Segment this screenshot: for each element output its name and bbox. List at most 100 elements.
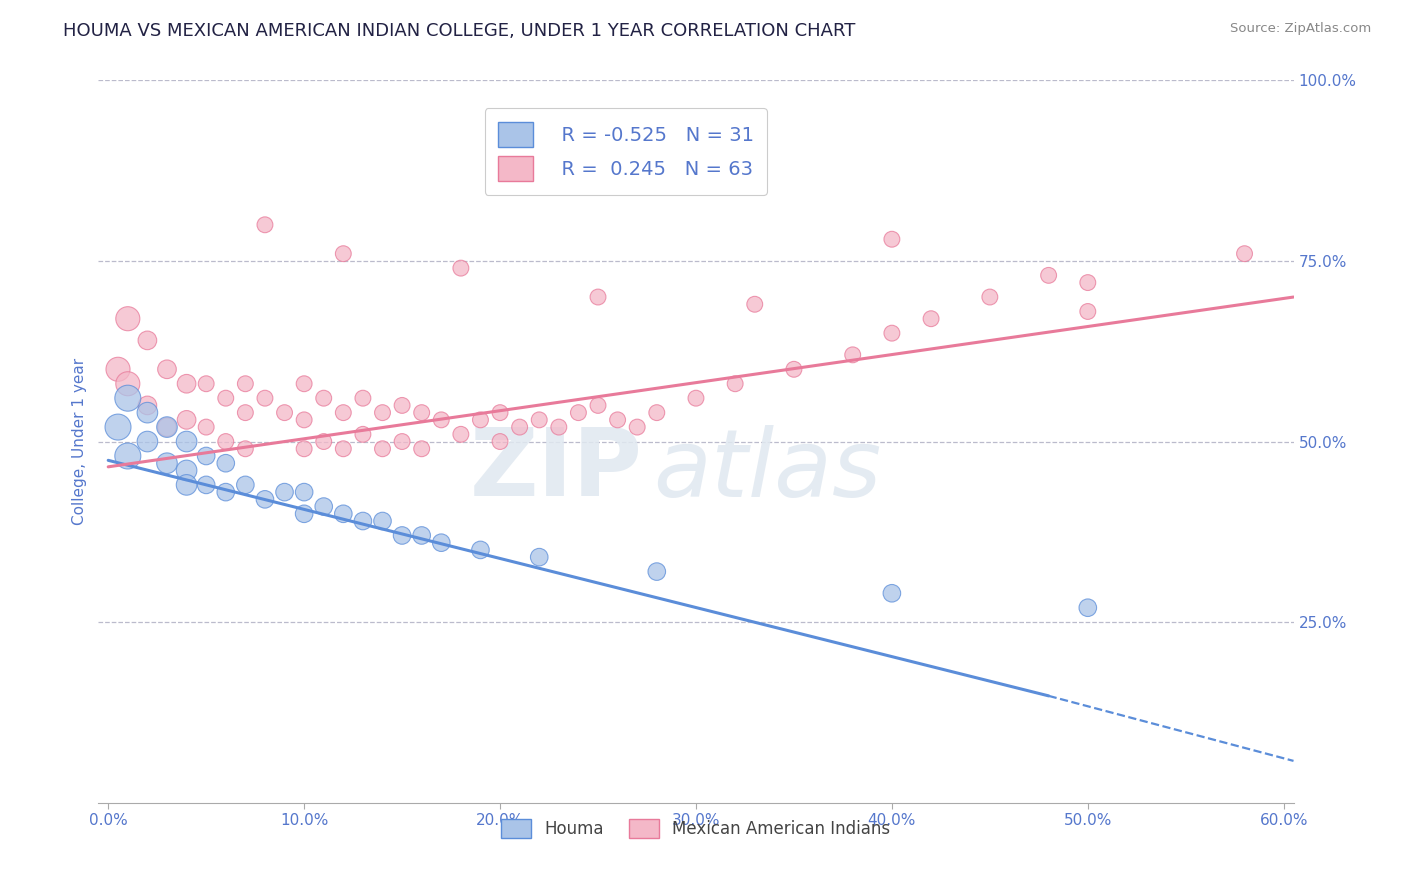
Point (352, 391, 374, 405)
Point (195, 478, 218, 492)
Point (235, 442, 257, 456)
Point (273, 485, 295, 500)
Point (215, 391, 238, 405)
Point (645, 565, 668, 579)
Point (235, 406, 257, 420)
Point (586, 290, 609, 304)
Point (117, 376, 139, 391)
Point (332, 507, 354, 521)
Point (235, 376, 257, 391)
Point (332, 442, 354, 456)
Point (195, 449, 218, 463)
Point (156, 420, 179, 434)
Point (292, 376, 315, 391)
Point (470, 413, 492, 427)
Point (645, 406, 668, 420)
Point (529, 550, 551, 565)
Point (391, 398, 413, 412)
Point (136, 434, 159, 449)
Y-axis label: College, Under 1 year: College, Under 1 year (72, 358, 87, 525)
Point (489, 406, 512, 420)
Point (235, 478, 257, 492)
Point (509, 420, 531, 434)
Point (253, 218, 276, 232)
Point (880, 232, 903, 246)
Text: HOUMA VS MEXICAN AMERICAN INDIAN COLLEGE, UNDER 1 YEAR CORRELATION CHART: HOUMA VS MEXICAN AMERICAN INDIAN COLLEGE… (63, 22, 856, 40)
Point (626, 420, 648, 434)
Point (136, 398, 159, 412)
Point (1038, 268, 1060, 283)
Point (292, 507, 315, 521)
Point (371, 406, 394, 420)
Point (107, 362, 129, 376)
Point (253, 492, 276, 507)
Point (411, 406, 433, 420)
Point (391, 528, 413, 542)
Point (470, 542, 492, 557)
Point (430, 413, 453, 427)
Point (195, 376, 218, 391)
Point (880, 326, 903, 340)
Point (312, 500, 335, 514)
Point (1233, 246, 1256, 260)
Point (292, 485, 315, 500)
Point (880, 586, 903, 600)
Point (117, 391, 139, 405)
Point (332, 406, 354, 420)
Point (391, 434, 413, 449)
Point (371, 442, 394, 456)
Point (176, 434, 198, 449)
Point (411, 442, 433, 456)
Point (352, 427, 374, 442)
Point (136, 334, 159, 348)
Point (176, 376, 198, 391)
Text: atlas: atlas (654, 425, 882, 516)
Point (979, 290, 1001, 304)
Text: ZIP: ZIP (470, 425, 643, 516)
Point (352, 514, 374, 528)
Point (117, 449, 139, 463)
Point (489, 434, 512, 449)
Point (292, 442, 315, 456)
Point (1077, 304, 1099, 318)
Point (156, 362, 179, 376)
Point (783, 362, 806, 376)
Point (215, 456, 238, 470)
Point (371, 514, 394, 528)
Point (107, 420, 129, 434)
Point (176, 478, 198, 492)
Point (920, 311, 942, 326)
Point (176, 463, 198, 477)
Point (547, 420, 569, 434)
Point (841, 348, 863, 362)
Point (685, 391, 707, 405)
Point (430, 535, 453, 549)
Point (292, 413, 315, 427)
Point (176, 413, 198, 427)
Point (156, 456, 179, 470)
Point (724, 376, 747, 391)
Point (312, 391, 335, 405)
Point (117, 311, 139, 326)
Legend: Houma, Mexican American Indians: Houma, Mexican American Indians (495, 813, 897, 845)
Point (156, 420, 179, 434)
Point (411, 528, 433, 542)
Point (136, 406, 159, 420)
Point (273, 406, 295, 420)
Point (1077, 276, 1099, 290)
Point (606, 413, 628, 427)
Point (529, 413, 551, 427)
Point (253, 391, 276, 405)
Text: Source: ZipAtlas.com: Source: ZipAtlas.com (1230, 22, 1371, 36)
Point (450, 427, 472, 442)
Point (1077, 600, 1099, 615)
Point (744, 297, 766, 311)
Point (215, 434, 238, 449)
Point (312, 434, 335, 449)
Point (450, 261, 472, 276)
Point (332, 246, 354, 260)
Point (586, 398, 609, 412)
Point (215, 485, 238, 500)
Point (195, 420, 218, 434)
Point (567, 406, 589, 420)
